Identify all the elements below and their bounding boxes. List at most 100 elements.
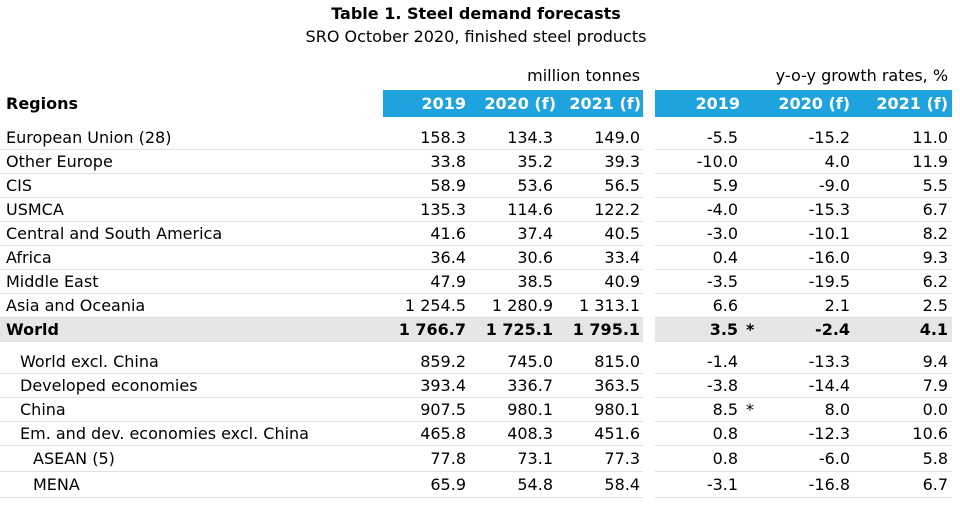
tonnes-value-cell: 38.5 (470, 269, 557, 294)
growth-value: -3.5 (706, 271, 739, 291)
tonnes-value-cell: 1 766.7 (383, 317, 470, 342)
column-gap (643, 245, 656, 270)
table-header: million tonnes y-o-y growth rates, % Reg… (0, 62, 953, 126)
region-cell: China (0, 397, 383, 422)
tonnes-value-cell: 40.5 (557, 221, 644, 246)
growth-value-cell: 9.4 (857, 350, 953, 374)
growth-value: -3.8 (706, 375, 739, 395)
tonnes-value-cell: 36.4 (383, 245, 470, 270)
table-title: Table 1. Steel demand forecasts (331, 4, 621, 23)
tonnes-value-cell: 58.4 (557, 471, 644, 498)
growth-value: 3.5 (709, 319, 739, 339)
growth-value-cell: 5.9 (655, 173, 769, 198)
region-cell: Central and South America (0, 221, 383, 246)
column-group-label-growth-rates: y-o-y growth rates, % (775, 66, 949, 85)
tonnes-value-cell: 33.8 (383, 149, 470, 174)
growth-value-cell: -3.5 (655, 269, 769, 294)
tonnes-value-cell: 408.3 (470, 421, 557, 446)
growth-value-cell: -6.0 (768, 445, 858, 472)
region-cell: CIS (0, 173, 383, 198)
column-header-growth-2021f: 2021 (f) (857, 90, 953, 117)
column-header-tonnes-2019: 2019 (383, 90, 470, 117)
tonnes-value-cell: 465.8 (383, 421, 470, 446)
growth-value-cell: 0.8 (655, 445, 769, 472)
tonnes-value-cell: 393.4 (383, 373, 470, 398)
table-row: CIS 58.9 53.6 56.5 5.9 -9.0 5.5 (0, 173, 953, 198)
growth-value-cell: -3.0 (655, 221, 769, 246)
growth-value: 0.8 (712, 423, 739, 443)
steel-demand-table-figure: Table 1. Steel demand forecasts SRO Octo… (0, 0, 953, 498)
column-gap (643, 173, 656, 198)
steel-demand-table: million tonnes y-o-y growth rates, % Reg… (0, 62, 953, 498)
total-row: World 1 766.7 1 725.1 1 795.1 3.5 * -2.4 4.1 (0, 317, 953, 342)
growth-value-cell: 6.7 (857, 197, 953, 222)
region-cell: Em. and dev. economies excl. China (0, 421, 383, 446)
growth-value-cell: -16.0 (768, 245, 858, 270)
growth-value-cell: -1.4 (655, 350, 769, 374)
column-gap (643, 126, 656, 150)
column-gap (643, 269, 656, 294)
spacer-cell (0, 342, 952, 351)
growth-value-cell: 5.8 (857, 445, 953, 472)
header-spacer-row (0, 117, 952, 126)
tonnes-value-cell: 135.3 (383, 197, 470, 222)
growth-value-cell: -13.3 (768, 350, 858, 374)
column-gap (643, 197, 656, 222)
growth-value-cell: -5.5 (655, 126, 769, 150)
tonnes-value-cell: 65.9 (383, 471, 470, 498)
growth-value-cell: -15.2 (768, 126, 858, 150)
growth-value-cell: 2.5 (857, 293, 953, 318)
tonnes-value-cell: 30.6 (470, 245, 557, 270)
growth-value-cell: -3.1 (655, 471, 769, 498)
table-row: World excl. China 859.2 745.0 815.0 -1.4 -13.… (0, 350, 953, 374)
column-gap (643, 421, 656, 446)
growth-value-cell: -19.5 (768, 269, 858, 294)
table-row: Other Europe 33.8 35.2 39.3 -10.0 4.0 11.9 (0, 149, 953, 174)
tonnes-value-cell: 149.0 (557, 126, 644, 150)
growth-value-cell: 6.6 (655, 293, 769, 318)
tonnes-value-cell: 122.2 (557, 197, 644, 222)
growth-value-cell: 3.5 * (655, 317, 769, 342)
growth-value-cell: -10.0 (655, 149, 769, 174)
regions-column-header: Regions (6, 93, 79, 113)
tonnes-value-cell: 54.8 (470, 471, 557, 498)
table-heading: Table 1. Steel demand forecasts SRO Octo… (0, 0, 952, 62)
growth-value-cell: 0.4 (655, 245, 769, 270)
column-header-growth-2019: 2019 (655, 90, 769, 117)
spacer-cell (0, 117, 952, 126)
growth-value-cell: -2.4 (768, 317, 858, 342)
table-body: European Union (28) 158.3 134.3 149.0 -5.5 -1… (0, 126, 953, 498)
table-row: China 907.5 980.1 980.1 8.5 * 8.0 0.0 (0, 397, 953, 422)
tonnes-value-cell: 33.4 (557, 245, 644, 270)
growth-value: -3.0 (706, 223, 739, 243)
growth-value-cell: 4.1 (857, 317, 953, 342)
tonnes-value-cell: 114.6 (470, 197, 557, 222)
tonnes-value-cell: 451.6 (557, 421, 644, 446)
tonnes-value-cell: 77.3 (557, 445, 644, 472)
tonnes-value-cell: 1 254.5 (383, 293, 470, 318)
growth-value: 0.4 (712, 247, 739, 267)
table-row: ASEAN (5) 77.8 73.1 77.3 0.8 -6.0 5.8 (0, 445, 953, 472)
growth-value-cell: -3.8 (655, 373, 769, 398)
growth-value-cell: 0.8 (655, 421, 769, 446)
growth-value-cell: 8.2 (857, 221, 953, 246)
tonnes-value-cell: 158.3 (383, 126, 470, 150)
growth-value-cell: 2.1 (768, 293, 858, 318)
tonnes-value-cell: 47.9 (383, 269, 470, 294)
tonnes-value-cell: 745.0 (470, 350, 557, 374)
growth-value-cell: -9.0 (768, 173, 858, 198)
region-cell: ASEAN (5) (0, 445, 383, 472)
region-cell: Developed economies (0, 373, 383, 398)
growth-value-cell: -4.0 (655, 197, 769, 222)
column-gap (643, 149, 656, 174)
growth-value-cell: 8.0 (768, 397, 858, 422)
tonnes-value-cell: 53.6 (470, 173, 557, 198)
growth-value-cell: 6.7 (857, 471, 953, 498)
region-cell: Middle East (0, 269, 383, 294)
column-header-tonnes-2021f: 2021 (f) (557, 90, 644, 117)
section-spacer-row (0, 342, 952, 351)
growth-value-cell: 4.0 (768, 149, 858, 174)
column-group-header-row: million tonnes y-o-y growth rates, % (0, 62, 952, 90)
column-header-row: Regions 2019 2020 (f) 2021 (f) 2019 2020… (0, 90, 953, 117)
region-cell: Africa (0, 245, 383, 270)
